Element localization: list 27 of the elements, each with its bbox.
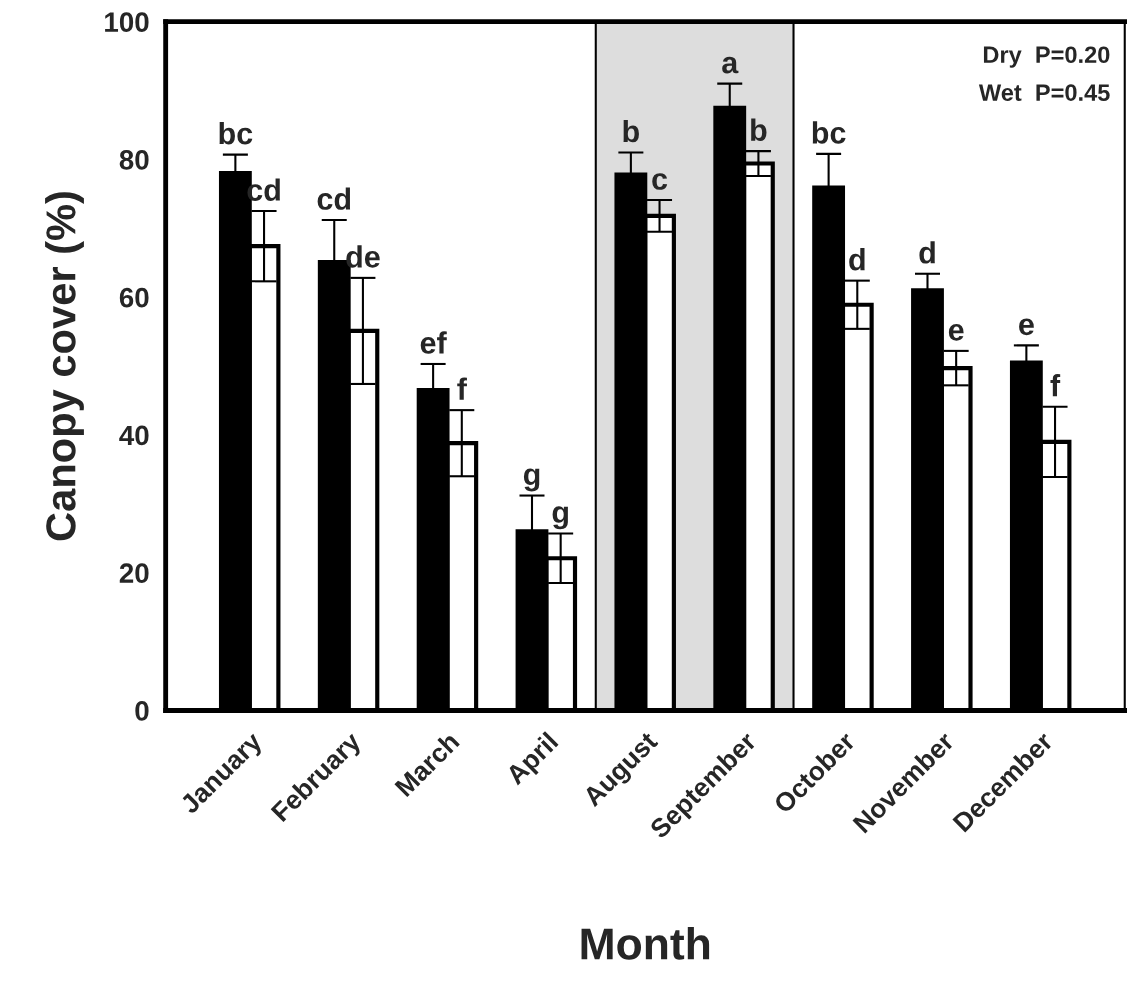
data-label: de bbox=[346, 245, 380, 268]
annotation: Dry P=0.20 bbox=[983, 46, 1110, 68]
y-axis-title: Canopy cover (%) bbox=[45, 192, 84, 541]
data-label: c bbox=[652, 173, 668, 190]
data-label: bc bbox=[812, 121, 846, 144]
data-label: b bbox=[623, 119, 639, 143]
y-tick-label: 80 bbox=[119, 150, 149, 170]
data-label: d bbox=[849, 248, 865, 271]
data-label: ef bbox=[420, 331, 447, 354]
y-tick-label: 100 bbox=[105, 12, 149, 32]
y-tick-label: 0 bbox=[135, 701, 149, 721]
x-axis-title: Month bbox=[581, 927, 710, 960]
y-tick-label: 60 bbox=[119, 287, 149, 308]
data-label: d bbox=[919, 241, 935, 264]
data-label: b bbox=[751, 118, 767, 141]
y-tick-label: 20 bbox=[119, 563, 149, 584]
data-label: g bbox=[523, 468, 540, 492]
data-label: cd bbox=[317, 187, 351, 210]
data-label: e bbox=[1019, 318, 1034, 336]
data-label: bc bbox=[219, 121, 253, 145]
data-label: f bbox=[1050, 374, 1061, 397]
data-label: f bbox=[457, 377, 467, 400]
y-tick-label: 40 bbox=[119, 425, 149, 446]
data-label: g bbox=[552, 506, 568, 530]
data-label: a bbox=[722, 56, 739, 74]
annotation: Wet P=0.45 bbox=[978, 84, 1110, 101]
data-label: e bbox=[948, 323, 964, 341]
